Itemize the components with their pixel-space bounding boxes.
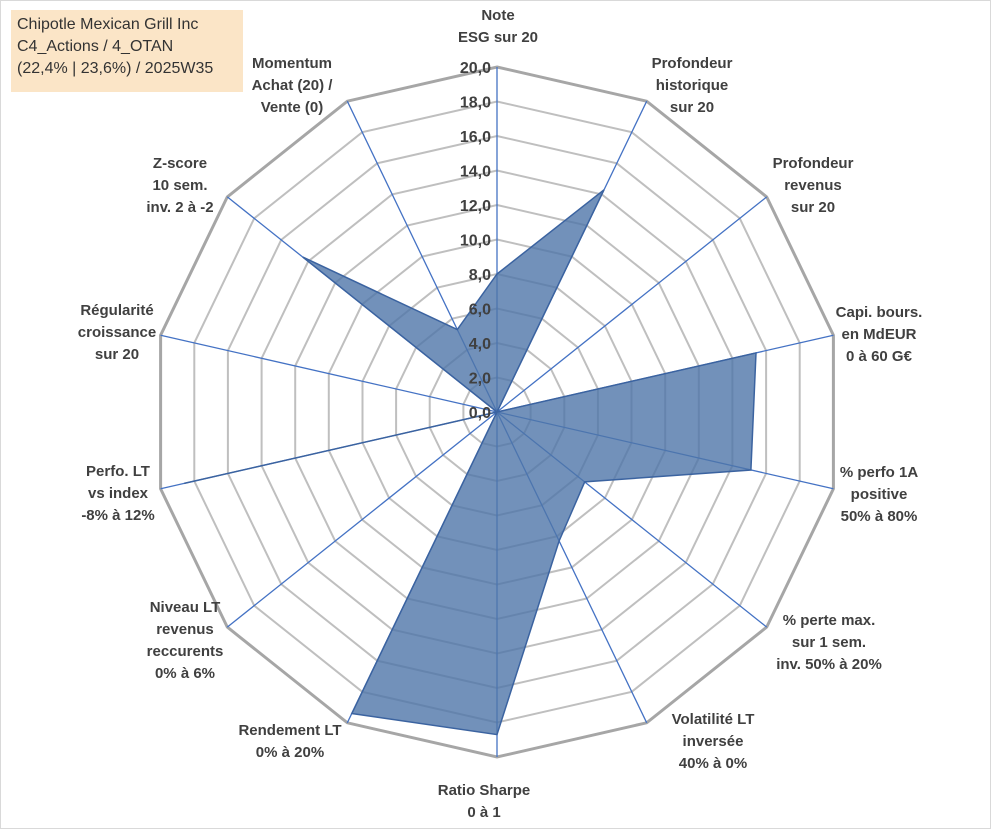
category-label-line: % perfo 1A [840,464,919,481]
category-label-line: % perte max. [783,612,876,629]
radar-category-labels: Note ESG sur 20 Profondeur historique sur 20… [78,7,923,821]
category-label: Ratio Sharpe 0 à 1 [438,782,531,821]
category-label-line: Capi. bours. [836,304,923,321]
tick-label: 8,0 [469,267,491,284]
tick-label: 0,0 [469,405,491,422]
category-label: Profondeur historique sur 20 [652,55,733,116]
category-label-line: Vente (0) [261,99,324,116]
category-label-line: en MdEUR [842,326,917,343]
tick-label: 4,0 [469,336,491,353]
category-label: Niveau LT revenus reccurents 0% à 6% [147,599,224,682]
category-label-line: Note [481,7,514,24]
category-label: Volatilité LT inversée 40% à 0% [672,711,755,772]
category-label-line: Profondeur [773,155,854,172]
category-label-line: Achat (20) / [252,77,334,94]
category-label-line: ESG sur 20 [458,29,538,46]
category-label-line: sur 20 [95,346,139,363]
category-label-line: inv. 50% à 20% [776,656,882,673]
category-label: % perte max. sur 1 sem. inv. 50% à 20% [776,612,882,673]
category-label-line: -8% à 12% [81,507,154,524]
category-label: Perfo. LT vs index -8% à 12% [81,463,154,524]
category-label-line: sur 1 sem. [792,634,866,651]
tick-label: 12,0 [460,198,491,215]
category-label-line: revenus [784,177,842,194]
category-label: Z-score 10 sem. inv. 2 à -2 [146,155,213,216]
category-label-line: Momentum [252,55,332,72]
tick-label: 14,0 [460,164,491,181]
tick-label: 20,0 [460,60,491,77]
category-label-line: 0% à 6% [155,665,215,682]
title-line-period: (22,4% | 23,6%) / 2025W35 [17,60,214,77]
category-label-line: Niveau LT [150,599,221,616]
category-label-line: revenus [156,621,214,638]
axis-spoke [496,196,768,413]
category-label-line: historique [656,77,729,94]
axis-spoke [160,334,498,413]
chart-title-box: Chipotle Mexican Grill Inc C4_Actions / … [11,10,243,92]
category-label: Capi. bours. en MdEUR 0 à 60 G€ [836,304,923,365]
category-label-line: Perfo. LT [86,463,150,480]
category-label: Rendement LT 0% à 20% [238,722,341,761]
title-line-category: C4_Actions / 4_OTAN [17,38,174,55]
category-label-line: 0% à 20% [256,744,324,761]
category-label: Momentum Achat (20) / Vente (0) [252,55,334,116]
tick-label: 2,0 [469,371,491,388]
tick-label: 18,0 [460,95,491,112]
category-label: Note ESG sur 20 [458,7,538,46]
category-label-line: 50% à 80% [841,508,918,525]
tick-label: 10,0 [460,233,491,250]
category-label-line: Rendement LT [238,722,341,739]
category-label-line: 0 à 60 G€ [846,348,913,365]
category-label-line: inv. 2 à -2 [146,199,213,216]
category-label-line: sur 20 [670,99,714,116]
category-label-line: Volatilité LT [672,711,755,728]
category-label-line: Ratio Sharpe [438,782,531,799]
category-label-line: 10 sem. [152,177,207,194]
category-label: Régularité croissance sur 20 [78,302,156,363]
category-label: Profondeur revenus sur 20 [773,155,854,216]
category-label-line: croissance [78,324,156,341]
axis-spoke [226,411,498,628]
radar-tick-labels: 0,0 2,0 4,0 6,0 8,0 10,0 12,0 14,0 16,0 18,0 20,0 [460,60,491,422]
category-label-line: 0 à 1 [467,804,500,821]
category-label-line: Profondeur [652,55,733,72]
category-label-line: sur 20 [791,199,835,216]
tick-label: 6,0 [469,302,491,319]
category-label-line: reccurents [147,643,224,660]
tick-label: 16,0 [460,129,491,146]
category-label-line: positive [851,486,908,503]
category-label-line: Z-score [153,155,207,172]
category-label-line: inversée [683,733,744,750]
radar-series [184,189,757,736]
category-label-line: 40% à 0% [679,755,747,772]
category-label-line: Régularité [80,302,153,319]
category-label: % perfo 1A positive 50% à 80% [840,464,919,525]
category-label-line: vs index [88,485,149,502]
title-line-company: Chipotle Mexican Grill Inc [17,16,199,33]
